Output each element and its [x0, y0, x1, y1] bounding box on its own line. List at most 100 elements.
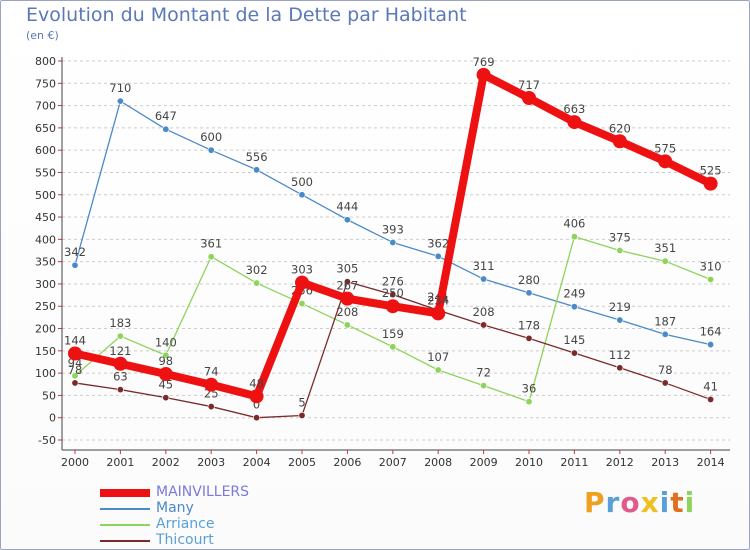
data-label-thicourt-2010: 178 [518, 318, 540, 332]
point-thicourt-2005 [298, 411, 306, 419]
data-label-mainvillers-2013: 575 [654, 141, 676, 155]
data-label-thicourt-2004: 0 [253, 398, 260, 412]
logo-letter-0: P [584, 486, 606, 519]
point-arriance-2007 [389, 343, 397, 351]
data-label-many-2004: 556 [246, 150, 268, 164]
point-many-2014 [707, 341, 715, 349]
legend-swatch-many [100, 508, 150, 510]
data-label-thicourt-2005: 5 [298, 395, 305, 409]
data-label-many-2002: 647 [155, 109, 177, 123]
data-label-arriance-2004: 302 [246, 263, 268, 277]
data-label-thicourt-2001: 63 [113, 370, 128, 384]
point-mainvillers-2001 [113, 356, 128, 371]
data-label-mainvillers-2006: 267 [336, 279, 358, 293]
data-label-mainvillers-2010: 717 [518, 78, 540, 92]
point-mainvillers-2004 [249, 389, 264, 404]
x-tick-label-2000: 2000 [61, 456, 89, 469]
data-label-mainvillers-2003: 74 [204, 365, 219, 379]
point-many-2012 [616, 316, 624, 324]
point-many-2007 [389, 238, 397, 246]
data-label-many-2007: 393 [382, 222, 404, 236]
y-tick-label--50: -50 [38, 434, 56, 447]
point-mainvillers-2013 [658, 154, 673, 169]
point-many-2004 [253, 166, 261, 174]
logo-letter-2: o [620, 486, 641, 519]
x-tick-label-2014: 2014 [697, 456, 725, 469]
data-label-many-2000: 342 [64, 245, 86, 259]
point-thicourt-2013 [661, 379, 669, 387]
point-thicourt-2006 [343, 278, 351, 286]
data-label-thicourt-2012: 112 [609, 348, 631, 362]
legend-label-thicourt: Thicourt [156, 532, 214, 548]
point-arriance-2003 [207, 253, 215, 261]
y-tick-label-800: 800 [35, 55, 56, 68]
y-tick-label-0: 0 [49, 412, 56, 425]
point-mainvillers-2010 [522, 91, 536, 106]
point-arriance-2009 [480, 382, 488, 390]
x-tick-label-2009: 2009 [470, 456, 498, 469]
data-label-mainvillers-2012: 620 [609, 121, 631, 135]
y-tick-label-600: 600 [35, 144, 56, 157]
point-mainvillers-2009 [476, 67, 491, 82]
point-arriance-2005 [298, 300, 306, 308]
x-tick-label-2007: 2007 [379, 456, 407, 469]
point-thicourt-2003 [207, 403, 215, 411]
point-mainvillers-2014 [703, 176, 718, 191]
point-mainvillers-2008 [431, 306, 446, 321]
point-many-2006 [343, 216, 351, 224]
point-thicourt-2002 [162, 394, 170, 402]
data-label-arriance-2010: 36 [522, 382, 537, 396]
data-label-mainvillers-2011: 663 [563, 102, 585, 116]
point-arriance-2012 [616, 247, 624, 255]
data-label-thicourt-2011: 145 [563, 333, 585, 347]
point-thicourt-2010 [525, 334, 533, 342]
data-label-arriance-2007: 159 [382, 327, 404, 341]
point-many-2001 [116, 97, 124, 105]
y-tick-label-250: 250 [35, 300, 56, 313]
x-tick-label-2002: 2002 [152, 456, 180, 469]
data-label-many-2006: 444 [336, 200, 358, 214]
data-label-many-2001: 710 [109, 81, 131, 95]
y-tick-label-500: 500 [35, 189, 56, 202]
point-many-2005 [298, 191, 306, 199]
point-arriance-2008 [434, 366, 442, 374]
data-label-arriance-2002: 140 [155, 335, 177, 349]
point-arriance-2000 [71, 372, 79, 380]
data-label-arriance-2012: 375 [609, 231, 631, 245]
point-many-2010 [525, 289, 533, 297]
point-mainvillers-2007 [385, 299, 400, 314]
y-tick-label-200: 200 [35, 323, 56, 336]
data-label-mainvillers-2004: 48 [249, 376, 264, 390]
data-label-arriance-2001: 183 [109, 316, 131, 330]
point-many-2013 [661, 330, 669, 338]
data-label-mainvillers-2005: 303 [291, 263, 313, 277]
data-label-arriance-2013: 351 [654, 241, 676, 255]
proxiti-logo: Proxiti [584, 486, 695, 519]
x-tick-label-2010: 2010 [515, 456, 543, 469]
point-many-2002 [162, 125, 170, 133]
y-tick-label-650: 650 [35, 122, 56, 135]
y-tick-label-400: 400 [35, 233, 56, 246]
y-tick-label-750: 750 [35, 77, 56, 90]
point-arriance-2001 [116, 332, 124, 340]
point-thicourt-2009 [480, 321, 488, 329]
data-label-thicourt-2007: 276 [382, 275, 404, 289]
data-label-mainvillers-2001: 121 [109, 344, 131, 358]
data-label-many-2003: 600 [200, 130, 222, 144]
point-mainvillers-2005 [295, 275, 309, 290]
point-thicourt-2012 [616, 364, 624, 372]
data-label-many-2010: 280 [518, 273, 540, 287]
point-mainvillers-2000 [68, 346, 82, 361]
data-label-mainvillers-2008: 234 [427, 293, 449, 307]
legend-label-mainvillers: MAINVILLERS [156, 484, 250, 500]
data-label-arriance-2006: 208 [336, 305, 358, 319]
point-arriance-2013 [661, 257, 669, 265]
data-label-arriance-2008: 107 [427, 350, 449, 364]
x-tick-label-2006: 2006 [333, 456, 361, 469]
data-label-mainvillers-2000: 144 [64, 333, 86, 347]
point-mainvillers-2002 [158, 367, 173, 382]
point-thicourt-2004 [253, 414, 261, 422]
logo-letter-3: x [640, 486, 660, 519]
point-many-2009 [480, 275, 488, 283]
data-label-many-2011: 249 [563, 287, 585, 301]
